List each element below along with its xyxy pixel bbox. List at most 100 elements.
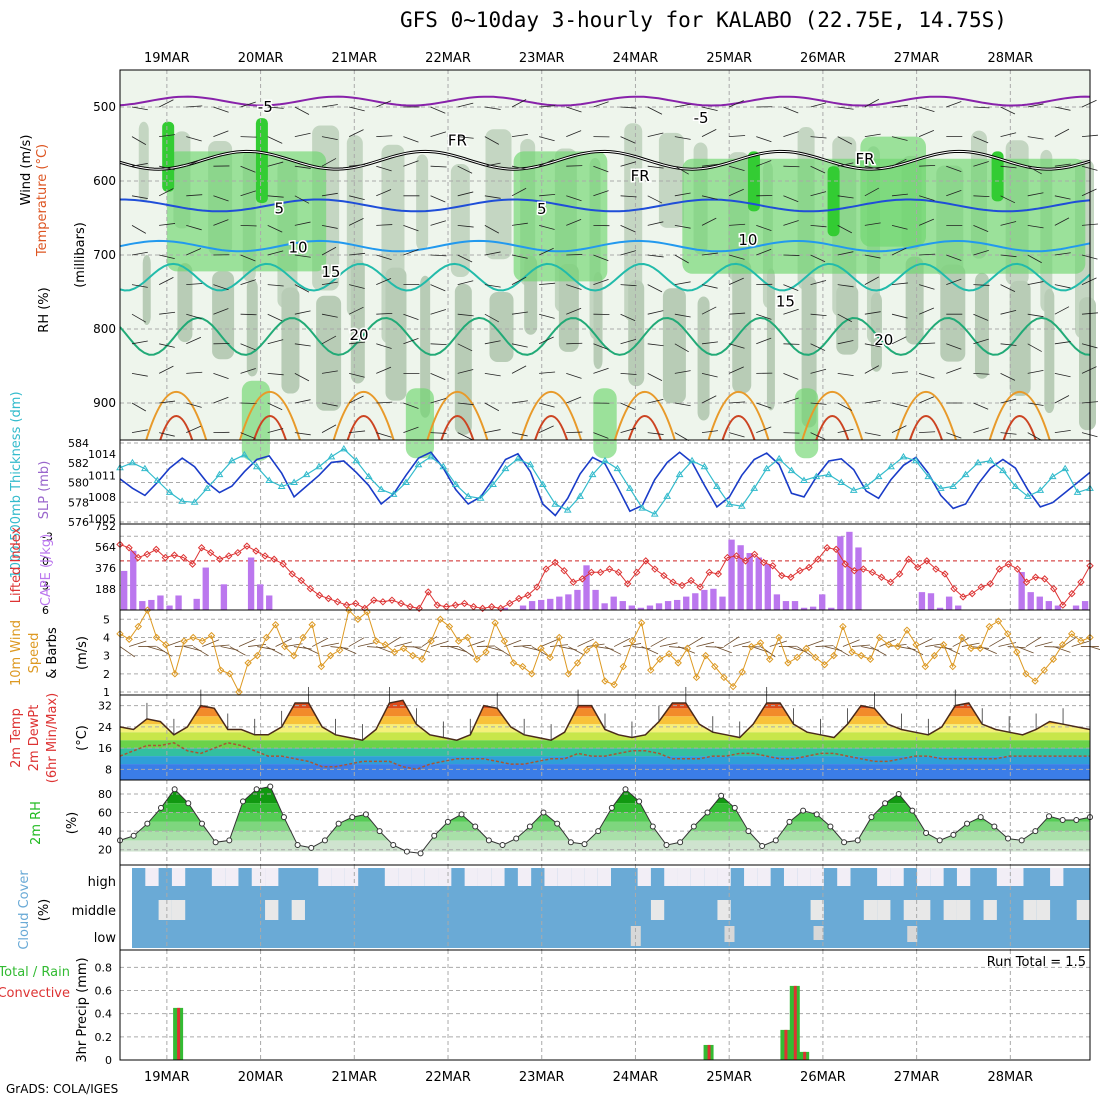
rh-shade-grey xyxy=(420,275,431,418)
cloud-gap xyxy=(677,868,691,886)
wind-barb xyxy=(511,187,527,197)
rh-shade-grey xyxy=(624,123,643,322)
wind-barb xyxy=(810,402,827,405)
thickness-point xyxy=(713,482,721,489)
axis-label-cape: CAPE (J/kg) xyxy=(39,534,54,606)
cloud-lane xyxy=(132,922,1090,948)
wind-barb xyxy=(186,159,202,167)
axis-label-wind10-d: (m/s) xyxy=(75,636,90,670)
wind-barb-10m xyxy=(412,646,430,653)
rh-shade-grey xyxy=(316,295,342,411)
wind-barb xyxy=(674,192,691,197)
wind-barb-10m xyxy=(687,636,703,647)
temp-tick-label: 24 xyxy=(98,721,112,734)
lifted-index-point xyxy=(605,565,614,573)
wind-barb-10m xyxy=(696,641,715,647)
cape-bar xyxy=(809,606,817,610)
wind-barb xyxy=(484,162,501,167)
wind-barb xyxy=(1000,195,1016,204)
wind-barb xyxy=(756,160,772,167)
thickness-point xyxy=(389,490,398,497)
temp-contour-30 xyxy=(1002,415,1037,441)
wind-barb xyxy=(810,432,826,440)
precip-tick-label: 0 xyxy=(105,1054,112,1067)
wind-barb xyxy=(1054,195,1071,200)
wind-barb xyxy=(810,102,827,108)
wind-barb xyxy=(1027,225,1044,229)
rh-point xyxy=(212,839,219,846)
cloud-gap xyxy=(331,868,345,886)
cloud-gap xyxy=(877,900,891,920)
wind-barb xyxy=(864,165,881,170)
wind-speed-point xyxy=(1022,670,1030,678)
wind-barb xyxy=(376,100,392,108)
wind-barb-10m xyxy=(449,646,467,653)
wind-speed-point xyxy=(1067,630,1076,638)
thickness-point xyxy=(601,456,609,464)
contour-label: 5 xyxy=(275,199,285,217)
wind-barb xyxy=(701,395,717,404)
cape-bar xyxy=(800,607,808,610)
lifted-index-point xyxy=(134,553,142,562)
wind-barb xyxy=(158,276,174,285)
lifted-index-point xyxy=(424,588,432,596)
rh-shade-grey xyxy=(1079,297,1097,431)
wind-barb xyxy=(728,188,744,197)
wind-barb xyxy=(511,365,527,374)
temp-contour-30 xyxy=(627,415,662,441)
wind-barb xyxy=(620,284,637,287)
temp-band xyxy=(120,748,1090,757)
wind-barb-10m xyxy=(458,646,474,657)
lifted-index-point xyxy=(243,542,251,550)
contour-label: 15 xyxy=(321,263,340,281)
lifted-index-point xyxy=(796,566,804,575)
lifted-index-point xyxy=(832,545,840,554)
wind-barb xyxy=(701,341,718,345)
cape-bar xyxy=(692,593,699,610)
lifted-index-point xyxy=(642,557,650,565)
wind-barb xyxy=(349,164,366,167)
wind-speed-point xyxy=(363,608,371,616)
wind-barb xyxy=(973,136,989,144)
wind-barb xyxy=(674,313,691,318)
cape-bar xyxy=(256,584,264,610)
thickness-point xyxy=(1036,486,1045,493)
wind-barb xyxy=(620,402,636,410)
wind-barb xyxy=(701,252,718,256)
thickness-point xyxy=(663,492,672,499)
wind-barb-10m xyxy=(613,638,631,647)
cloud-gap xyxy=(704,868,718,886)
rh-point xyxy=(294,842,301,849)
rh-shade-green xyxy=(860,136,926,247)
wind-barb xyxy=(756,136,772,143)
slp-tick-label: 1014 xyxy=(88,448,116,461)
wind-barb xyxy=(294,221,311,226)
wind-speed-point xyxy=(747,642,756,651)
wind-barb xyxy=(593,367,609,374)
wind-barb xyxy=(240,368,256,374)
wind-speed-point xyxy=(582,646,591,654)
wind-barb xyxy=(783,284,799,291)
wind-barb-10m xyxy=(485,646,504,652)
thickness-point xyxy=(451,480,460,487)
wind-barb xyxy=(919,284,935,290)
wind-barb xyxy=(946,101,962,108)
wind-barb xyxy=(240,190,256,197)
wind-barb xyxy=(919,195,935,201)
rh-point xyxy=(581,841,588,848)
lifted-index-point xyxy=(850,566,859,575)
temp-contour-25 xyxy=(613,391,676,441)
cloud-gap xyxy=(650,900,665,920)
wind-barb xyxy=(1054,163,1071,167)
wind-barb xyxy=(267,136,283,144)
contour-label: 20 xyxy=(874,331,893,349)
cloud-gap xyxy=(145,868,159,886)
cloud-gap xyxy=(1076,900,1090,920)
cloud-gap xyxy=(1050,868,1064,886)
wind-barb xyxy=(919,253,936,256)
thickness-line xyxy=(119,448,1091,515)
thickness-point xyxy=(476,494,485,501)
wind-barb xyxy=(810,313,827,316)
wind-barb xyxy=(159,223,176,226)
wind-barb xyxy=(376,401,393,404)
